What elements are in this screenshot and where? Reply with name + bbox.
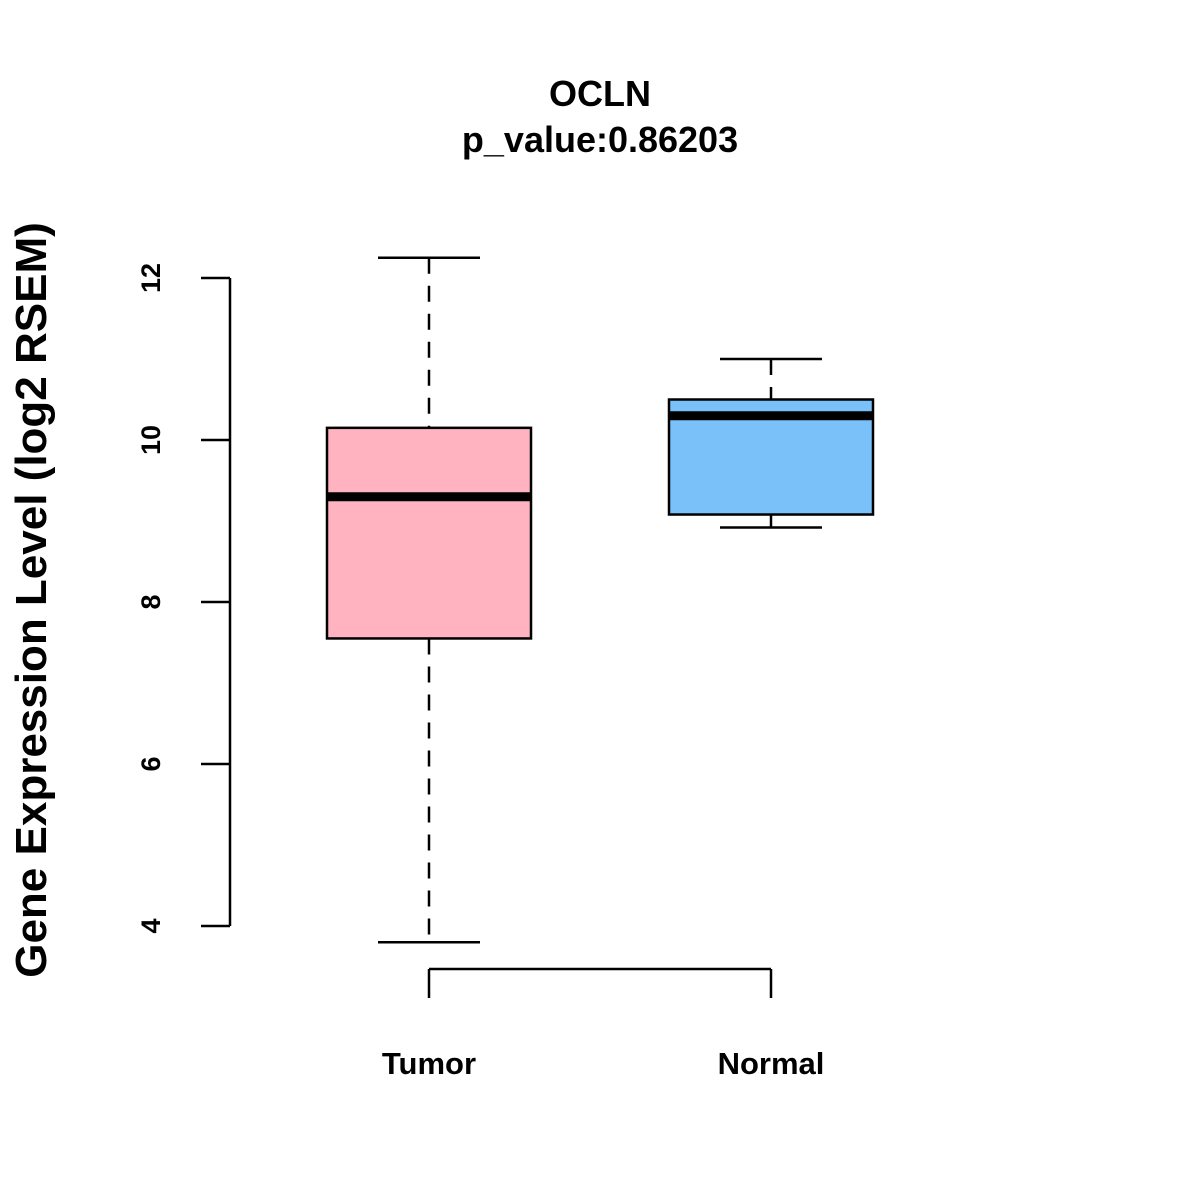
y-tick-label: 4 — [136, 918, 166, 933]
boxes — [325, 256, 875, 944]
box-group-normal — [667, 357, 875, 529]
chart-subtitle: p_value:0.86203 — [462, 119, 738, 160]
x-tick-label: Tumor — [382, 1046, 476, 1081]
box-group-tumor — [325, 256, 533, 944]
iqr-box — [325, 426, 533, 640]
x-axis: Tumor Normal — [382, 967, 825, 1081]
y-tick-label: 8 — [136, 594, 166, 609]
y-tick-label: 6 — [136, 756, 166, 771]
y-tick-label: 10 — [136, 425, 166, 455]
chart-title: OCLN — [549, 73, 651, 114]
y-axis: 4 6 8 10 12 — [136, 263, 232, 934]
y-axis-label: Gene Expression Level (log2 RSEM) — [7, 222, 56, 978]
x-tick-label: Normal — [718, 1046, 825, 1081]
y-tick-label: 12 — [136, 263, 166, 293]
